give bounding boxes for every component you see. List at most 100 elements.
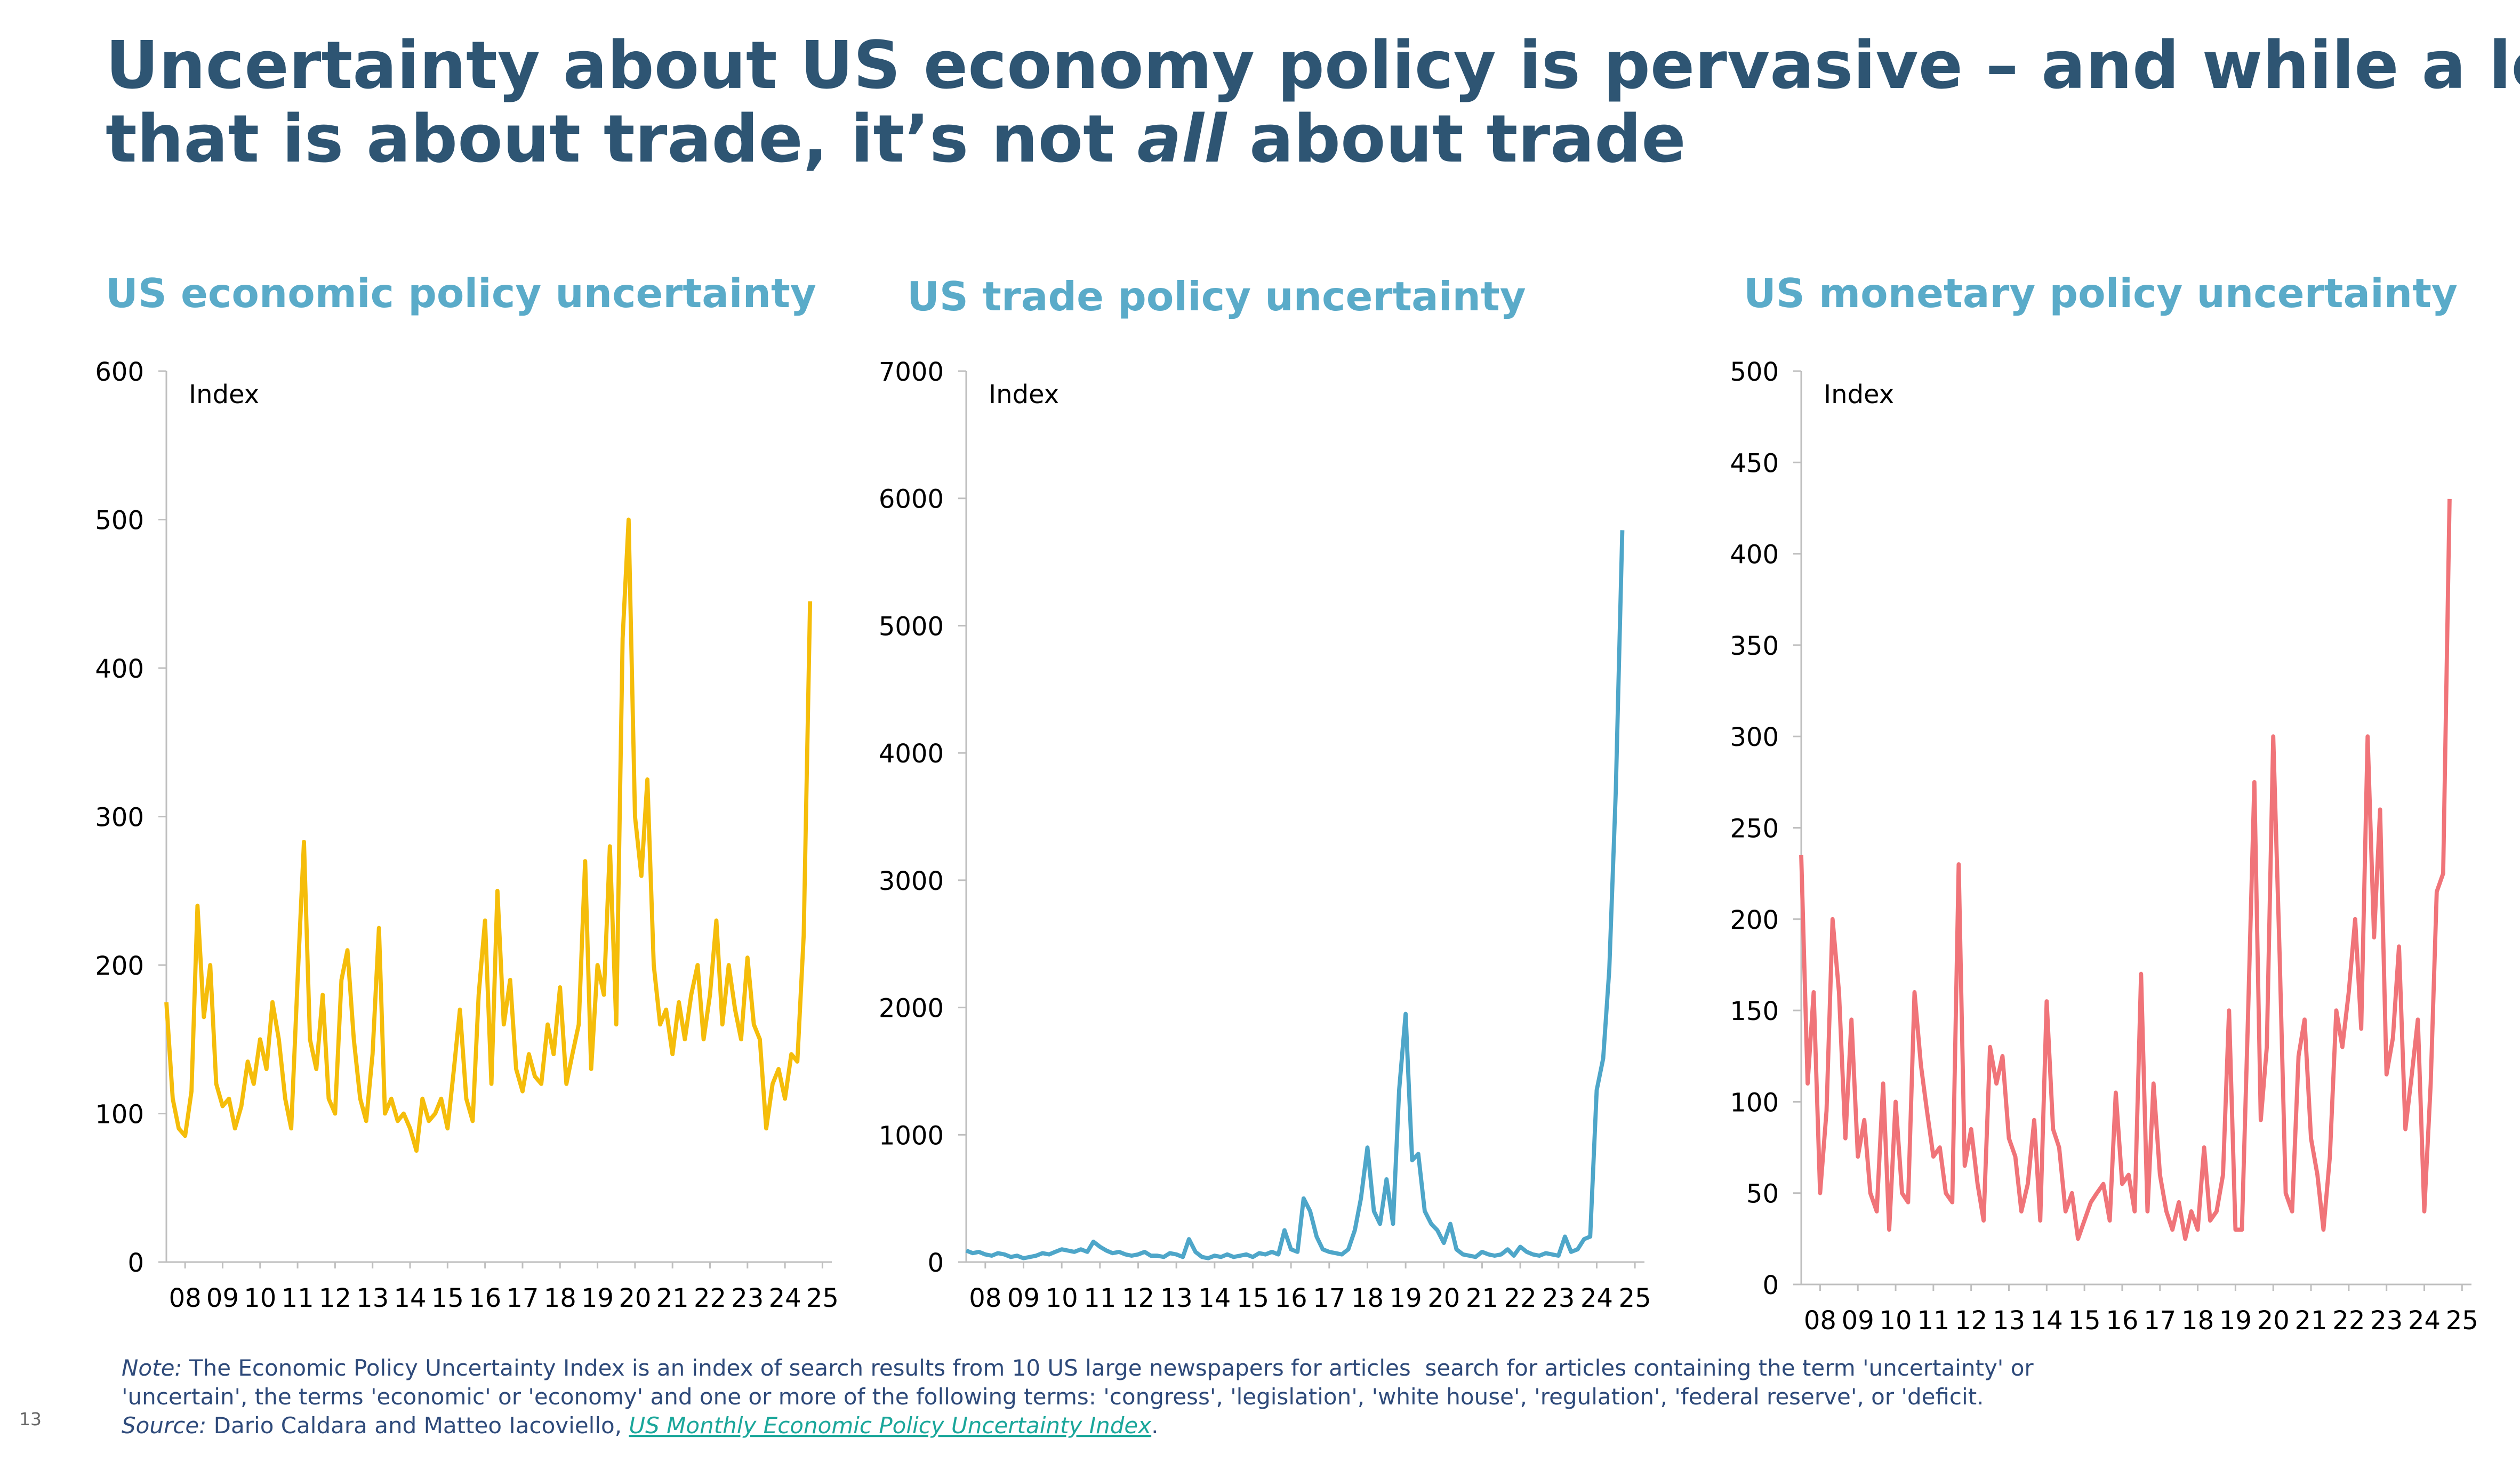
x-tick-label: 24 — [1580, 1283, 1613, 1313]
x-tick-label: 15 — [1237, 1283, 1269, 1313]
y-tick-label: 400 — [1730, 540, 1779, 570]
y-axis-label: Index — [989, 380, 1059, 409]
x-tick-label: 14 — [2031, 1306, 2063, 1336]
y-tick-label: 5000 — [879, 612, 944, 641]
y-tick-label: 100 — [1730, 1088, 1779, 1118]
y-tick-label: 0 — [1762, 1271, 1779, 1300]
y-tick-label: 500 — [95, 506, 144, 536]
x-tick-label: 22 — [1504, 1283, 1537, 1313]
x-tick-label: 18 — [544, 1283, 576, 1313]
y-tick-label: 300 — [95, 803, 144, 833]
y-tick-label: 2000 — [879, 994, 944, 1024]
x-tick-label: 11 — [1084, 1283, 1116, 1313]
x-tick-label: 24 — [769, 1283, 801, 1313]
x-tick-label: 09 — [1842, 1306, 1874, 1336]
x-tick-label: 12 — [1122, 1283, 1154, 1313]
source-line: Source: Dario Caldara and Matteo Iacovie… — [122, 1412, 1158, 1439]
x-tick-label: 12 — [319, 1283, 351, 1313]
x-tick-label: 15 — [431, 1283, 464, 1313]
y-axis-label: Index — [1824, 380, 1894, 409]
x-tick-label: 19 — [1390, 1283, 1422, 1313]
series-line — [164, 517, 813, 1153]
y-tick-label: 4000 — [879, 739, 944, 769]
note-text: The Economic Policy Uncertainty Index is… — [182, 1355, 2034, 1381]
x-tick-label: 25 — [806, 1283, 839, 1313]
x-tick-label: 16 — [2106, 1306, 2138, 1336]
title-line: Uncertainty about US economy policy is p… — [106, 28, 2520, 104]
y-tick-label: 150 — [1730, 997, 1779, 1026]
x-tick-label: 17 — [2144, 1306, 2176, 1336]
x-tick-label: 22 — [694, 1283, 726, 1313]
x-tick-label: 23 — [1542, 1283, 1575, 1313]
x-tick-label: 11 — [1917, 1306, 1949, 1336]
source-link[interactable]: US Monthly Economic Policy Uncertainty I… — [629, 1412, 1152, 1439]
x-tick-label: 10 — [1046, 1283, 1078, 1313]
note-label: Note: — [122, 1355, 182, 1381]
x-tick-label: 16 — [469, 1283, 501, 1313]
y-tick-label: 450 — [1730, 448, 1779, 478]
x-tick-label: 11 — [282, 1283, 314, 1313]
x-tick-label: 19 — [581, 1283, 614, 1313]
y-tick-label: 0 — [127, 1248, 144, 1278]
x-tick-label: 17 — [1313, 1283, 1345, 1313]
y-tick-label: 6000 — [879, 485, 944, 515]
x-tick-label: 18 — [2181, 1306, 2214, 1336]
chart-title: US economic policy uncertainty — [106, 270, 816, 317]
y-tick-label: 600 — [95, 357, 144, 387]
x-tick-label: 19 — [2219, 1306, 2252, 1336]
title-part: that is about trade, it’s not — [106, 101, 1137, 178]
y-tick-label: 200 — [95, 951, 144, 981]
series-line — [965, 530, 1625, 1260]
x-tick-label: 08 — [969, 1283, 1001, 1313]
y-tick-label: 350 — [1730, 631, 1779, 661]
note-line: Note: The Economic Policy Uncertainty In… — [122, 1355, 2034, 1381]
y-tick-label: 1000 — [879, 1121, 944, 1151]
x-tick-label: 16 — [1275, 1283, 1307, 1313]
x-tick-label: 10 — [244, 1283, 276, 1313]
x-tick-label: 13 — [1993, 1306, 2025, 1336]
x-tick-label: 22 — [2332, 1306, 2365, 1336]
x-tick-label: 12 — [1955, 1306, 1987, 1336]
chart-title: US monetary policy uncertainty — [1744, 270, 2458, 317]
x-tick-label: 17 — [506, 1283, 539, 1313]
x-tick-label: 20 — [1427, 1283, 1460, 1313]
source-text: Dario Caldara and Matteo Iacoviello, — [206, 1412, 629, 1439]
y-tick-label: 500 — [1730, 357, 1779, 387]
source-label: Source: — [122, 1412, 206, 1439]
y-axis-label: Index — [189, 380, 259, 409]
y-tick-label: 50 — [1746, 1179, 1779, 1209]
note-line: 'uncertain', the terms 'economic' or 'ec… — [122, 1384, 1984, 1410]
x-tick-label: 21 — [2294, 1306, 2327, 1336]
y-tick-label: 100 — [95, 1100, 144, 1130]
title-line: that is about trade, it’s not all about … — [106, 101, 1686, 178]
x-tick-label: 09 — [1007, 1283, 1040, 1313]
x-tick-label: 20 — [619, 1283, 651, 1313]
x-tick-label: 21 — [1466, 1283, 1498, 1313]
y-tick-label: 7000 — [879, 357, 944, 387]
x-tick-label: 08 — [169, 1283, 202, 1313]
y-tick-label: 3000 — [879, 866, 944, 896]
x-tick-label: 23 — [731, 1283, 764, 1313]
x-tick-label: 15 — [2068, 1306, 2101, 1336]
y-tick-label: 250 — [1730, 814, 1779, 844]
x-tick-label: 10 — [1880, 1306, 1912, 1336]
x-tick-label: 21 — [656, 1283, 689, 1313]
x-tick-label: 20 — [2257, 1306, 2290, 1336]
x-tick-label: 18 — [1351, 1283, 1384, 1313]
y-tick-label: 400 — [95, 654, 144, 684]
x-tick-label: 14 — [1198, 1283, 1231, 1313]
x-tick-label: 24 — [2408, 1306, 2441, 1336]
series-line — [1799, 499, 2452, 1241]
page-number: 13 — [19, 1409, 42, 1429]
x-tick-label: 08 — [1804, 1306, 1836, 1336]
chart-title: US trade policy uncertainty — [907, 273, 1526, 320]
x-tick-label: 23 — [2370, 1306, 2403, 1336]
x-tick-label: 25 — [2446, 1306, 2478, 1336]
y-tick-label: 300 — [1730, 722, 1779, 752]
y-tick-label: 200 — [1730, 905, 1779, 935]
x-tick-label: 13 — [1160, 1283, 1193, 1313]
title-part: all — [1137, 101, 1227, 178]
y-tick-label: 0 — [927, 1248, 944, 1278]
